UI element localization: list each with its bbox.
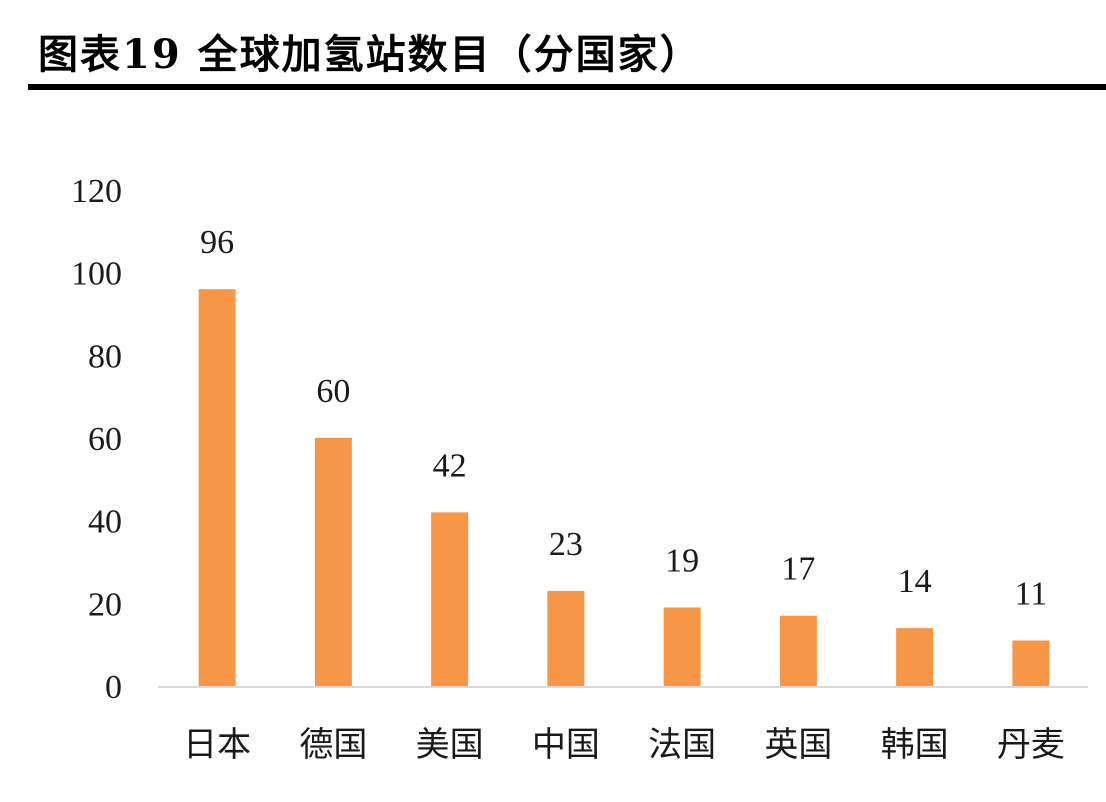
bar	[779, 615, 817, 686]
category-labels: 日本 德国 美国 中国 法国 英国 韩国 丹麦	[183, 725, 1065, 765]
x-category-label: 日本	[183, 725, 251, 765]
y-tick-label: 20	[88, 586, 122, 623]
bar	[896, 628, 934, 686]
y-tick-label: 120	[71, 173, 122, 210]
x-category-label: 英国	[764, 725, 832, 765]
y-tick-label: 40	[88, 504, 122, 541]
data-label: 14	[898, 563, 932, 600]
data-labels: 96 60 42 23 19 17 14 11	[200, 224, 1047, 612]
x-category-label: 美国	[416, 725, 484, 765]
data-label: 23	[549, 526, 583, 563]
bar	[663, 607, 701, 686]
x-category-label: 丹麦	[997, 725, 1065, 765]
y-tick-label: 0	[105, 669, 122, 706]
x-category-label: 法国	[648, 725, 716, 765]
bars	[198, 289, 1050, 686]
data-label: 60	[316, 373, 350, 410]
bar	[314, 438, 352, 686]
data-label: 96	[200, 224, 234, 261]
data-label: 19	[665, 542, 699, 579]
bar	[198, 289, 236, 686]
y-tick-label: 80	[88, 338, 122, 375]
title-divider	[28, 84, 1106, 90]
y-axis-ticks: 0 20 40 60 80 100 120	[71, 173, 122, 706]
y-tick-label: 100	[71, 256, 122, 293]
x-category-label: 德国	[299, 725, 367, 765]
data-label: 11	[1015, 576, 1048, 613]
bar	[547, 590, 585, 686]
bar	[431, 512, 469, 686]
page-title: 图表19 全球加氢站数目（分国家）	[38, 31, 702, 78]
bar	[1012, 640, 1050, 686]
data-label: 17	[781, 551, 815, 588]
y-tick-label: 60	[88, 421, 122, 458]
x-category-label: 中国	[532, 725, 600, 765]
data-label: 42	[433, 447, 467, 484]
x-category-label: 韩国	[881, 725, 949, 765]
